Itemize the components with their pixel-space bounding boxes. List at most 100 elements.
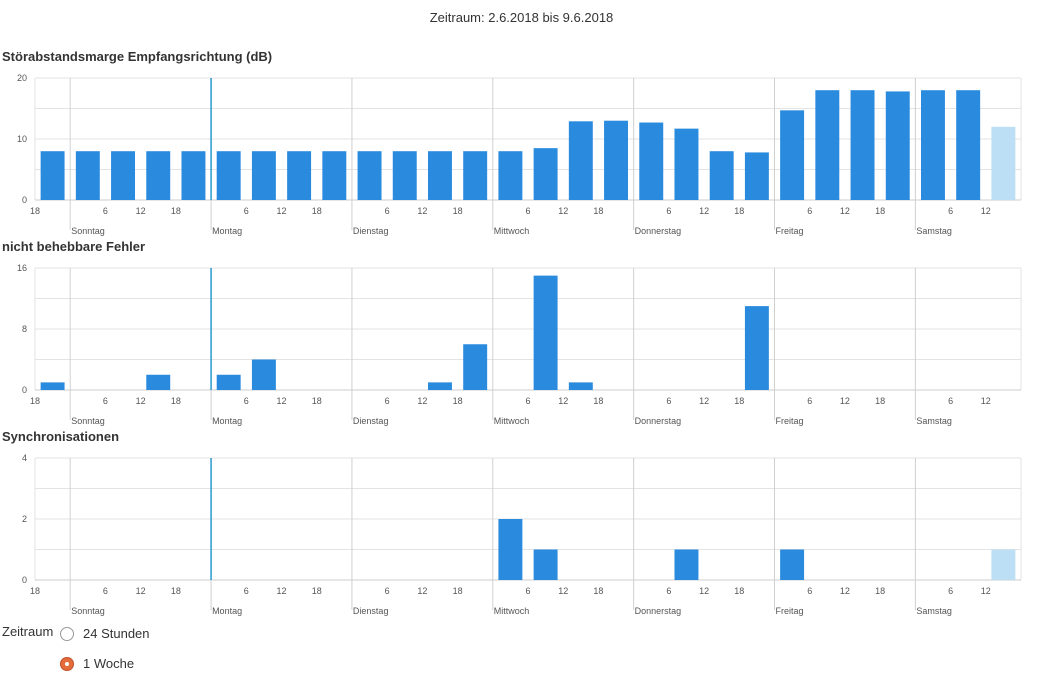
- hour-tick-label: 18: [171, 586, 181, 596]
- hour-tick-label: 12: [136, 206, 146, 216]
- chart-title-snr: Störabstandsmarge Empfangsrichtung (dB): [2, 49, 273, 64]
- radio-button-24h[interactable]: [60, 626, 74, 641]
- bar: [357, 151, 382, 200]
- hour-tick-label: 18: [312, 206, 322, 216]
- hour-tick-label: 6: [385, 206, 390, 216]
- day-label: Mittwoch: [494, 416, 530, 426]
- bar: [216, 151, 241, 200]
- bar: [604, 120, 629, 200]
- y-tick-label: 0: [22, 385, 27, 395]
- hour-tick-label: 18: [312, 586, 322, 596]
- hour-tick-label: 12: [840, 586, 850, 596]
- day-label: Montag: [212, 226, 242, 236]
- hour-tick-label: 18: [734, 586, 744, 596]
- bar: [920, 90, 945, 200]
- bar: [568, 382, 593, 390]
- bar: [251, 151, 276, 200]
- bar: [533, 148, 558, 200]
- bar: [850, 90, 875, 200]
- hour-tick-label: 18: [593, 586, 603, 596]
- hour-tick-label: 6: [525, 396, 530, 406]
- hour-tick-label: 18: [734, 206, 744, 216]
- bar: [674, 549, 699, 580]
- hour-tick-label: 6: [103, 206, 108, 216]
- chart-uncorrectable-errors: Sonntag Montag Dienstag Mittwoch Donnerstag F…: [17, 263, 1022, 426]
- hour-tick-label: 18: [875, 586, 885, 596]
- hour-tick-label: 18: [734, 396, 744, 406]
- hour-tick-label: 12: [558, 586, 568, 596]
- hour-tick-label: 18: [875, 396, 885, 406]
- bar: [322, 151, 347, 200]
- hour-tick-label: 6: [244, 396, 249, 406]
- bar: [146, 151, 171, 200]
- bar: [780, 110, 805, 200]
- bar: [498, 151, 523, 200]
- day-label: Sonntag: [71, 416, 105, 426]
- bar: [427, 382, 452, 390]
- y-tick-label: 4: [22, 453, 27, 463]
- day-label: Samstag: [916, 416, 952, 426]
- y-tick-label: 2: [22, 514, 27, 524]
- radio-label-24h[interactable]: 24 Stunden: [83, 626, 150, 641]
- bar: [498, 519, 523, 580]
- day-label: Dienstag: [353, 226, 389, 236]
- hour-tick-label: 6: [525, 586, 530, 596]
- hour-tick-label: 6: [103, 396, 108, 406]
- day-label: Freitag: [776, 416, 804, 426]
- hour-tick-label: 12: [558, 396, 568, 406]
- bar: [639, 122, 664, 200]
- hour-tick-label: 12: [981, 206, 991, 216]
- bar: [216, 374, 241, 390]
- hour-tick-label: 12: [136, 396, 146, 406]
- bar: [463, 344, 488, 390]
- chart-synchronisations: Sonntag Montag Dienstag Mittwoch Donnerstag F…: [22, 453, 1022, 616]
- bar: [991, 549, 1016, 580]
- bar: [75, 151, 100, 200]
- hour-tick-label: 6: [244, 586, 249, 596]
- hour-tick-label: 18: [593, 206, 603, 216]
- day-label: Montag: [212, 416, 242, 426]
- bar: [885, 91, 910, 200]
- hour-tick-label: 18: [875, 206, 885, 216]
- hour-tick-label: 12: [840, 396, 850, 406]
- day-label: Donnerstag: [635, 226, 682, 236]
- day-label: Samstag: [916, 606, 952, 616]
- day-label: Montag: [212, 606, 242, 616]
- radio-label-1week[interactable]: 1 Woche: [83, 656, 135, 671]
- day-label: Sonntag: [71, 226, 105, 236]
- bar: [744, 306, 769, 390]
- range-label: Zeitraum: [2, 624, 54, 639]
- bar: [815, 90, 840, 200]
- hour-tick-label: 6: [385, 586, 390, 596]
- hour-tick-label: 6: [525, 206, 530, 216]
- hour-tick-label: 12: [417, 396, 427, 406]
- bar: [146, 374, 171, 390]
- day-label: Freitag: [776, 226, 804, 236]
- hour-tick-label: 6: [666, 206, 671, 216]
- bar: [40, 382, 65, 390]
- radio-button-1week[interactable]: [60, 656, 74, 671]
- day-label: Donnerstag: [635, 416, 682, 426]
- hour-tick-label: 12: [558, 206, 568, 216]
- y-tick-label: 8: [22, 324, 27, 334]
- y-tick-label: 16: [17, 263, 27, 273]
- hour-tick-label: 12: [699, 206, 709, 216]
- hour-tick-label: 6: [807, 396, 812, 406]
- radio-option-1week[interactable]: 1 Woche: [60, 656, 134, 671]
- day-label: Mittwoch: [494, 226, 530, 236]
- hour-tick-label: 12: [276, 396, 286, 406]
- hour-tick-label: 6: [666, 586, 671, 596]
- hour-tick-label: 18: [171, 206, 181, 216]
- hour-tick-label: 6: [807, 206, 812, 216]
- day-label: Mittwoch: [494, 606, 530, 616]
- hour-tick-label: 12: [840, 206, 850, 216]
- hour-tick-label: 12: [276, 206, 286, 216]
- radio-option-24h[interactable]: 24 Stunden: [60, 626, 150, 641]
- bar: [181, 151, 206, 200]
- hour-tick-label: 6: [385, 396, 390, 406]
- hour-tick-label: 12: [981, 586, 991, 596]
- hour-tick-label: 6: [666, 396, 671, 406]
- chart-title-errors: nicht behebbare Fehler: [2, 239, 146, 254]
- bar: [674, 128, 699, 200]
- hour-tick-label: 12: [276, 586, 286, 596]
